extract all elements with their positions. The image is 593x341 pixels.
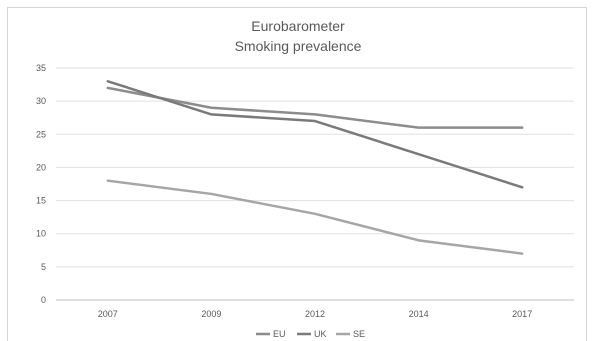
series-lines [106, 80, 524, 255]
legend-label: UK [314, 329, 327, 339]
chart-subtitle: Smoking prevalence [235, 38, 362, 54]
legend-label: SE [353, 329, 365, 339]
x-axis-ticks: 2007 2009 2012 2014 2017 [98, 309, 532, 319]
legend-label: EU [273, 329, 286, 339]
y-tick-label: 15 [36, 196, 46, 206]
y-tick-label: 35 [36, 63, 46, 73]
x-tick-label: 2017 [512, 309, 532, 319]
x-tick-label: 2009 [201, 309, 221, 319]
y-tick-label: 5 [41, 262, 46, 272]
y-tick-label: 0 [41, 295, 46, 305]
y-tick-label: 30 [36, 96, 46, 106]
chart-title: Eurobarometer [251, 18, 345, 34]
x-tick-label: 2007 [98, 309, 118, 319]
legend: EU UK SE [256, 329, 365, 339]
gridlines [56, 67, 574, 301]
y-tick-label: 25 [36, 129, 46, 139]
y-axis-ticks: 0 5 10 15 20 25 30 35 [36, 63, 46, 305]
x-tick-label: 2012 [305, 309, 325, 319]
series-line-uk [106, 80, 524, 189]
y-tick-label: 20 [36, 162, 46, 172]
x-tick-label: 2014 [409, 309, 429, 319]
y-tick-label: 10 [36, 229, 46, 239]
series-line-se [106, 179, 524, 255]
chart-frame [7, 7, 587, 341]
series-line-eu [106, 86, 524, 129]
